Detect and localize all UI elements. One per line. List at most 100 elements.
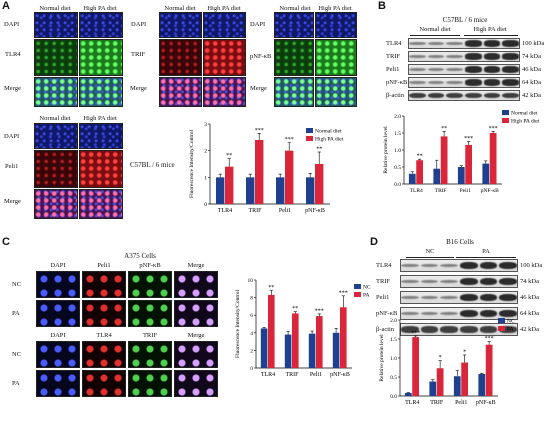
x-tick-label: TRIF bbox=[430, 400, 444, 406]
bar bbox=[340, 307, 347, 368]
blot-protein-label: TRIF bbox=[386, 52, 401, 60]
row-label: NC bbox=[12, 281, 22, 288]
significance-label: *** bbox=[489, 126, 498, 132]
significance-label: *** bbox=[464, 136, 473, 142]
row-label: Merge bbox=[250, 85, 267, 92]
micrograph bbox=[36, 370, 80, 397]
blot-band bbox=[440, 263, 458, 268]
significance-label: ** bbox=[441, 126, 447, 132]
significance-label: ** bbox=[226, 153, 232, 159]
row-label: PA bbox=[12, 310, 20, 317]
blot-band bbox=[401, 263, 419, 268]
blot-band bbox=[420, 311, 439, 316]
x-tick-label: pNF-κB bbox=[481, 188, 499, 194]
legend-label: High PA diet bbox=[511, 119, 540, 125]
micrograph-dapi bbox=[203, 12, 246, 38]
mouse-strain-label: C57BL / 6 mice bbox=[130, 161, 175, 169]
divider bbox=[410, 35, 460, 36]
blot-band bbox=[401, 311, 419, 316]
row-label: DAPI bbox=[4, 133, 20, 140]
bar bbox=[416, 160, 423, 184]
micrograph bbox=[174, 370, 218, 397]
micrograph-pnfkb bbox=[315, 39, 357, 76]
blot-band bbox=[427, 67, 445, 72]
blot-protein-label: pNF-κB bbox=[386, 78, 408, 86]
bar bbox=[489, 133, 497, 184]
blot-band bbox=[409, 41, 426, 46]
column-label: DAPI bbox=[50, 262, 66, 269]
blot-band bbox=[446, 67, 463, 72]
x-tick-label: pNF-κB bbox=[305, 208, 325, 214]
x-tick-label: pNF-κB bbox=[330, 372, 350, 378]
micrograph bbox=[128, 271, 172, 298]
chart-a: 0 1 2 3 Fluorescence Intensity/Control ** TLR4… bbox=[189, 122, 344, 214]
blot-protein-label: Peli1 bbox=[376, 293, 390, 301]
bar bbox=[284, 334, 292, 368]
micrograph-dapi bbox=[274, 12, 314, 38]
micrograph-peli1 bbox=[79, 150, 123, 188]
blot-size-label: 100 kDa bbox=[520, 261, 543, 269]
blot-band bbox=[502, 92, 519, 99]
blot-band bbox=[479, 293, 498, 302]
bar bbox=[292, 313, 299, 368]
blot-band bbox=[420, 279, 439, 284]
bar bbox=[485, 344, 493, 396]
legend-label: NC bbox=[363, 285, 371, 291]
column-label: pNF-κB bbox=[139, 262, 161, 269]
blot-band bbox=[446, 41, 463, 46]
blot-band bbox=[460, 293, 478, 302]
blot-band bbox=[420, 295, 439, 300]
y-tick-label: 1.0 bbox=[394, 148, 401, 154]
col-high-label: High PA diet bbox=[207, 5, 241, 12]
micrograph bbox=[128, 300, 172, 327]
bar bbox=[465, 144, 472, 184]
x-tick-label: Peli1 bbox=[279, 208, 291, 214]
panel-d-title: B16 Cells bbox=[446, 238, 474, 246]
x-tick-label: Peli1 bbox=[310, 372, 322, 378]
micrograph-dapi bbox=[79, 12, 123, 38]
blot-size-label: 42 kDa bbox=[522, 91, 541, 99]
row-label: TRIF bbox=[131, 51, 146, 58]
row-label: DAPI bbox=[250, 21, 266, 28]
bar bbox=[453, 376, 461, 396]
blot-band bbox=[502, 66, 519, 73]
col-normal-label: Normal diet bbox=[279, 5, 311, 12]
legend-label: PA bbox=[507, 327, 514, 333]
x-tick-label: TRIF bbox=[285, 372, 299, 378]
bar bbox=[225, 166, 234, 204]
blot-size-label: 46 kDa bbox=[520, 293, 539, 301]
micrograph-dapi bbox=[34, 123, 78, 149]
significance-label: * bbox=[463, 349, 466, 355]
x-tick-label: Peli1 bbox=[460, 188, 472, 194]
micrograph-merge bbox=[159, 77, 202, 107]
col-pa-label: PA bbox=[482, 248, 490, 255]
bar bbox=[332, 332, 340, 368]
y-tick-label: 4 bbox=[250, 331, 253, 337]
row-label: PA bbox=[12, 380, 20, 387]
row-label: Merge bbox=[130, 85, 147, 92]
blot-size-label: 42 kDa bbox=[520, 325, 539, 333]
micrograph-merge bbox=[315, 77, 357, 107]
blot-band bbox=[409, 80, 426, 85]
blot-band bbox=[502, 53, 519, 60]
blot-band bbox=[427, 92, 445, 99]
significance-label: ** bbox=[292, 306, 298, 312]
row-label: DAPI bbox=[4, 21, 20, 28]
col-normal-label: Normal diet bbox=[164, 5, 196, 12]
bar bbox=[260, 328, 268, 368]
panel-c-title: A375 Cells bbox=[124, 252, 156, 260]
column-label: DAPI bbox=[50, 332, 66, 339]
blot-protein-label: TLR4 bbox=[386, 39, 402, 47]
bar bbox=[255, 140, 264, 204]
bar bbox=[216, 177, 225, 204]
x-tick-label: TRIF bbox=[248, 208, 262, 214]
x-tick-label: TLR4 bbox=[261, 372, 275, 378]
micrograph-tlr4 bbox=[79, 39, 123, 76]
col-normal-label: Normal diet bbox=[39, 5, 71, 12]
bar bbox=[315, 164, 324, 204]
y-axis-label: Fluorescence Intensity/Control bbox=[235, 290, 241, 358]
bar bbox=[268, 294, 275, 368]
blot-protein-label: β-actin bbox=[376, 325, 395, 333]
blot-band bbox=[479, 261, 498, 270]
significance-label: *** bbox=[485, 336, 494, 342]
